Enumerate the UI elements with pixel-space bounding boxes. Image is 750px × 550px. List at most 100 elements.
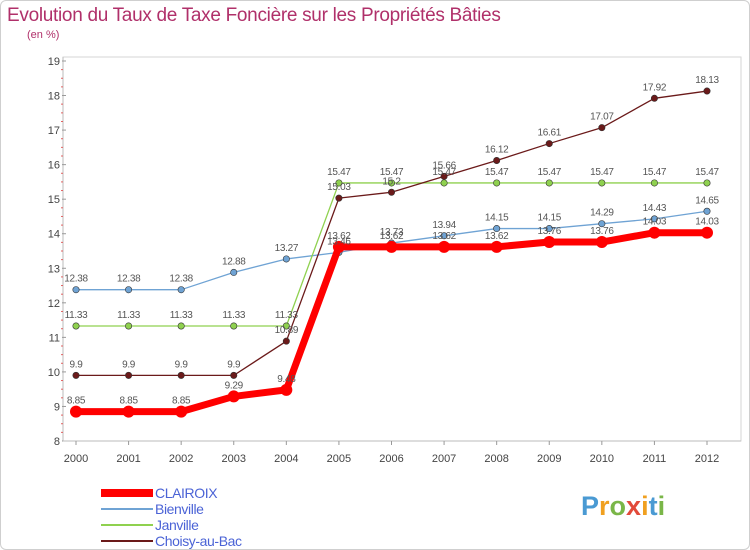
data-label: 15.47: [695, 167, 719, 178]
data-point: [280, 383, 293, 396]
legend-swatch: [101, 540, 153, 542]
data-point: [493, 156, 501, 164]
data-label: 12.88: [222, 256, 246, 267]
data-point: [598, 179, 606, 187]
y-tick-label: 15: [48, 194, 60, 206]
data-point: [545, 225, 553, 233]
data-point: [332, 240, 345, 253]
data-point: [335, 194, 343, 202]
unit-label: (en %): [27, 29, 60, 41]
data-label: 13.94: [432, 220, 456, 231]
data-label: 11.33: [275, 310, 299, 321]
data-label: 11.33: [65, 310, 89, 321]
data-point: [385, 240, 398, 253]
data-point: [282, 337, 290, 345]
x-tick-label: 2002: [169, 453, 193, 465]
data-label: 18.13: [695, 75, 719, 86]
data-point: [650, 94, 658, 102]
data-point: [282, 322, 290, 330]
data-label: 15.47: [643, 167, 667, 178]
y-tick-label: 14: [48, 229, 60, 241]
y-tick-label: 17: [48, 125, 60, 137]
x-tick-label: 2008: [484, 453, 508, 465]
data-point: [493, 225, 501, 233]
legend-item: Janville: [101, 517, 301, 533]
legend: CLAIROIX Bienville Janville Choisy-au-Bac: [101, 485, 301, 549]
data-label: 17.92: [643, 82, 667, 93]
x-tick-label: 2010: [590, 453, 614, 465]
data-label: 12.38: [64, 274, 88, 285]
legend-label: Bienville: [155, 501, 204, 517]
legend-label: CLAIROIX: [155, 485, 218, 501]
data-label: 9.9: [122, 359, 136, 370]
data-label: 9.9: [69, 359, 83, 370]
proxiti-logo: Proxiti: [581, 491, 666, 521]
x-tick-label: 2006: [379, 453, 403, 465]
data-point: [125, 322, 133, 330]
data-label: 13.46: [327, 236, 351, 247]
data-label: 13.62: [327, 231, 351, 242]
data-point: [230, 268, 238, 276]
data-point: [387, 188, 395, 196]
data-label: 14.15: [537, 213, 561, 224]
data-point: [648, 226, 661, 239]
y-tick-label: 9: [54, 401, 60, 413]
data-point: [122, 405, 135, 418]
data-point: [703, 179, 711, 187]
data-point: [650, 215, 658, 223]
data-point: [595, 236, 608, 249]
data-label: 14.03: [643, 217, 667, 228]
data-label: 16.61: [537, 128, 561, 139]
data-label: 9.48: [277, 374, 296, 385]
data-label: 13.76: [537, 226, 561, 237]
data-point: [545, 179, 553, 187]
data-point: [175, 405, 188, 418]
x-tick-label: 2007: [432, 453, 456, 465]
data-point: [440, 179, 448, 187]
y-tick-label: 13: [48, 263, 60, 275]
data-label: 8.85: [119, 396, 138, 407]
y-tick-label: 18: [48, 91, 60, 103]
data-label: 9.9: [175, 359, 189, 370]
legend-swatch: [101, 489, 153, 497]
data-point: [70, 405, 82, 418]
legend-label: Janville: [155, 517, 199, 533]
data-label: 15.47: [327, 167, 351, 178]
data-label: 8.85: [67, 396, 86, 407]
legend-swatch: [101, 508, 153, 510]
data-point: [545, 140, 553, 148]
data-point: [72, 322, 80, 330]
data-label: 8.85: [172, 396, 191, 407]
x-tick-label: 2005: [327, 453, 351, 465]
data-label: 15.2: [382, 176, 401, 187]
data-point: [598, 220, 606, 228]
data-point: [703, 207, 711, 215]
data-point: [543, 236, 556, 249]
data-label: 13.76: [590, 226, 614, 237]
y-tick-label: 8: [54, 436, 60, 448]
data-label: 15.66: [432, 160, 456, 171]
data-label: 15.47: [380, 167, 404, 178]
y-tick-label: 19: [48, 56, 60, 68]
legend-swatch: [101, 524, 153, 526]
data-label: 14.65: [695, 195, 719, 206]
x-tick-label: 2012: [695, 453, 719, 465]
data-label: 11.33: [117, 310, 141, 321]
data-label: 10.89: [275, 325, 299, 336]
x-tick-label: 2009: [537, 453, 561, 465]
data-point: [335, 179, 343, 187]
y-tick-label: 16: [48, 160, 60, 172]
data-label: 14.15: [485, 213, 509, 224]
x-tick-label: 2004: [274, 453, 298, 465]
data-label: 13.62: [380, 231, 404, 242]
data-label: 17.07: [590, 112, 614, 123]
data-point: [598, 124, 606, 132]
data-point: [177, 286, 185, 294]
legend-item: Choisy-au-Bac: [101, 533, 301, 549]
data-point: [440, 172, 448, 180]
data-label: 13.73: [380, 227, 404, 238]
data-point: [440, 232, 448, 240]
data-point: [125, 371, 133, 379]
data-label: 12.38: [169, 274, 193, 285]
